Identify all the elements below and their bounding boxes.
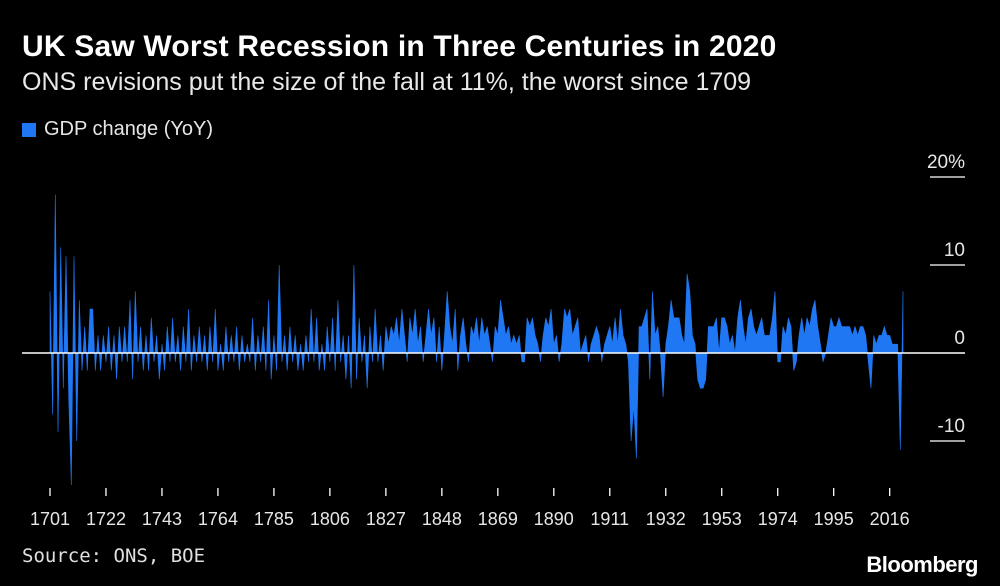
x-tick-label-3: 1764 bbox=[198, 509, 238, 529]
x-tick-label-6: 1827 bbox=[366, 509, 406, 529]
x-tick-label-9: 1890 bbox=[534, 509, 574, 529]
x-tick-label-2: 1743 bbox=[142, 509, 182, 529]
x-tick-label-8: 1869 bbox=[478, 509, 518, 529]
series-area-0 bbox=[49, 194, 904, 486]
area-layer bbox=[49, 194, 904, 486]
x-tick-label-10: 1911 bbox=[590, 509, 629, 529]
legend: GDP change (YoY) bbox=[22, 118, 213, 141]
x-tick-label-5: 1806 bbox=[310, 509, 350, 529]
bloomberg-logo: Bloomberg bbox=[866, 552, 978, 577]
x-axis: 1701 1722 1743 1764 1785 1806 1827 1848 1869 1890… bbox=[30, 488, 910, 529]
y-tick-label-0: 20% bbox=[927, 152, 965, 173]
source-note: Source: ONS, BOE bbox=[22, 545, 206, 567]
x-tick-label-11: 1932 bbox=[646, 509, 686, 529]
x-tick-label-4: 1785 bbox=[254, 509, 294, 529]
x-tick-label-13: 1974 bbox=[758, 509, 798, 529]
y-tick-label-2: 0 bbox=[954, 328, 965, 349]
x-tick-label-12: 1953 bbox=[702, 509, 742, 529]
x-tick-label-14: 1995 bbox=[814, 509, 854, 529]
x-tick-label-15: 2016 bbox=[870, 509, 910, 529]
x-tick-label-0: 1701 bbox=[30, 509, 70, 529]
x-tick-label-7: 1848 bbox=[422, 509, 462, 529]
legend-label: GDP change (YoY) bbox=[44, 118, 213, 140]
y-tick-label-1: 10 bbox=[944, 240, 965, 261]
y-axis: 20% 10 0 -10 bbox=[927, 152, 965, 442]
chart-subtitle: ONS revisions put the size of the fall a… bbox=[22, 68, 752, 96]
x-tick-label-1: 1722 bbox=[86, 509, 126, 529]
legend-swatch bbox=[22, 122, 36, 137]
chart-title: UK Saw Worst Recession in Three Centurie… bbox=[22, 30, 777, 63]
y-tick-label-3: -10 bbox=[938, 416, 965, 437]
